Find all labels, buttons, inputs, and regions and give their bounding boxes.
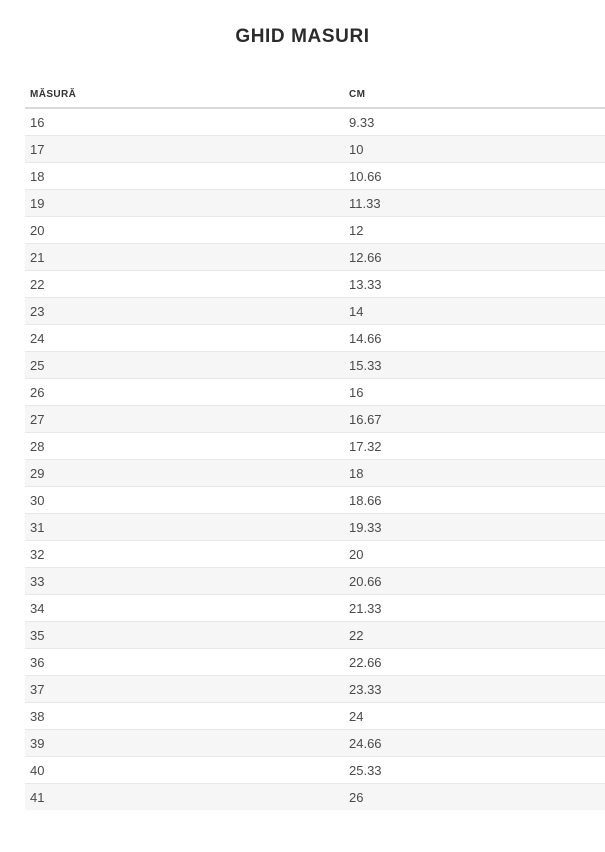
cell-masura: 40 bbox=[30, 762, 45, 778]
table-row: 26 16 bbox=[25, 378, 605, 406]
table-row: 27 16.67 bbox=[25, 405, 605, 433]
cell-masura: 24 bbox=[30, 330, 45, 346]
table-row: 33 20.66 bbox=[25, 567, 605, 595]
cell-cm: 19.33 bbox=[349, 519, 382, 535]
table-row: 19 11.33 bbox=[25, 189, 605, 217]
cell-cm: 10.66 bbox=[349, 168, 382, 184]
cell-cm: 22.66 bbox=[349, 654, 382, 670]
cell-cm: 23.33 bbox=[349, 681, 382, 697]
cell-masura: 32 bbox=[30, 546, 45, 562]
table-row: 22 13.33 bbox=[25, 270, 605, 298]
cell-masura: 33 bbox=[30, 573, 45, 589]
cell-masura: 19 bbox=[30, 195, 45, 211]
table-row: 41 26 bbox=[25, 783, 605, 810]
cell-masura: 20 bbox=[30, 222, 45, 238]
table-row: 36 22.66 bbox=[25, 648, 605, 676]
table-row: 32 20 bbox=[25, 540, 605, 568]
cell-masura: 38 bbox=[30, 708, 45, 724]
header-row: MĂSURĂ CM bbox=[25, 89, 605, 109]
table-row: 39 24.66 bbox=[25, 729, 605, 757]
cell-masura: 29 bbox=[30, 465, 45, 481]
cell-cm: 24.66 bbox=[349, 735, 382, 751]
cell-masura: 30 bbox=[30, 492, 45, 508]
cell-cm: 21.33 bbox=[349, 600, 382, 616]
table-row: 35 22 bbox=[25, 621, 605, 649]
cell-cm: 25.33 bbox=[349, 762, 382, 778]
cell-cm: 26 bbox=[349, 789, 364, 805]
cell-cm: 20.66 bbox=[349, 573, 382, 589]
cell-cm: 12.66 bbox=[349, 249, 382, 265]
cell-masura: 21 bbox=[30, 249, 45, 265]
page-title: GHID MASURI bbox=[235, 26, 370, 47]
cell-cm: 20 bbox=[349, 546, 364, 562]
column-header-masura: MĂSURĂ bbox=[25, 89, 344, 109]
cell-cm: 16 bbox=[349, 384, 364, 400]
cell-masura: 34 bbox=[30, 600, 45, 616]
cell-masura: 36 bbox=[30, 654, 45, 670]
cell-cm: 17.32 bbox=[349, 438, 382, 454]
cell-cm: 13.33 bbox=[349, 276, 382, 292]
cell-masura: 26 bbox=[30, 384, 45, 400]
cell-cm: 10 bbox=[349, 141, 364, 157]
column-header-cm: CM bbox=[344, 89, 605, 109]
cell-masura: 16 bbox=[30, 114, 45, 130]
cell-masura: 41 bbox=[30, 789, 45, 805]
table-row: 18 10.66 bbox=[25, 162, 605, 190]
cell-masura: 35 bbox=[30, 627, 45, 643]
size-guide-table: MĂSURĂ CM 16 9.33 17 10 18 10.66 19 11.3… bbox=[25, 89, 605, 810]
table-row: 16 9.33 bbox=[25, 108, 605, 136]
cell-masura: 17 bbox=[30, 141, 45, 157]
cell-masura: 27 bbox=[30, 411, 45, 427]
cell-cm: 18.66 bbox=[349, 492, 382, 508]
table-row: 25 15.33 bbox=[25, 351, 605, 379]
table-row: 30 18.66 bbox=[25, 486, 605, 514]
cell-masura: 23 bbox=[30, 303, 45, 319]
table-row: 38 24 bbox=[25, 702, 605, 730]
table-row: 17 10 bbox=[25, 135, 605, 163]
table-row: 29 18 bbox=[25, 459, 605, 487]
table-row: 40 25.33 bbox=[25, 756, 605, 784]
table-row: 20 12 bbox=[25, 216, 605, 244]
cell-cm: 22 bbox=[349, 627, 364, 643]
table-row: 24 14.66 bbox=[25, 324, 605, 352]
table-body: 16 9.33 17 10 18 10.66 19 11.33 20 12 21… bbox=[25, 108, 605, 810]
cell-masura: 18 bbox=[30, 168, 45, 184]
cell-cm: 15.33 bbox=[349, 357, 382, 373]
cell-cm: 14 bbox=[349, 303, 364, 319]
cell-masura: 25 bbox=[30, 357, 45, 373]
cell-cm: 12 bbox=[349, 222, 364, 238]
table-row: 23 14 bbox=[25, 297, 605, 325]
cell-masura: 37 bbox=[30, 681, 45, 697]
table-header: MĂSURĂ CM bbox=[25, 89, 605, 109]
cell-cm: 14.66 bbox=[349, 330, 382, 346]
table-row: 37 23.33 bbox=[25, 675, 605, 703]
cell-cm: 18 bbox=[349, 465, 364, 481]
table-row: 31 19.33 bbox=[25, 513, 605, 541]
cell-cm: 9.33 bbox=[349, 114, 375, 130]
cell-cm: 24 bbox=[349, 708, 364, 724]
table-row: 28 17.32 bbox=[25, 432, 605, 460]
cell-cm: 11.33 bbox=[349, 195, 381, 211]
cell-masura: 28 bbox=[30, 438, 45, 454]
cell-masura: 39 bbox=[30, 735, 45, 751]
cell-masura: 31 bbox=[30, 519, 45, 535]
table-row: 21 12.66 bbox=[25, 243, 605, 271]
cell-cm: 16.67 bbox=[349, 411, 382, 427]
cell-masura: 22 bbox=[30, 276, 45, 292]
table-row: 34 21.33 bbox=[25, 594, 605, 622]
